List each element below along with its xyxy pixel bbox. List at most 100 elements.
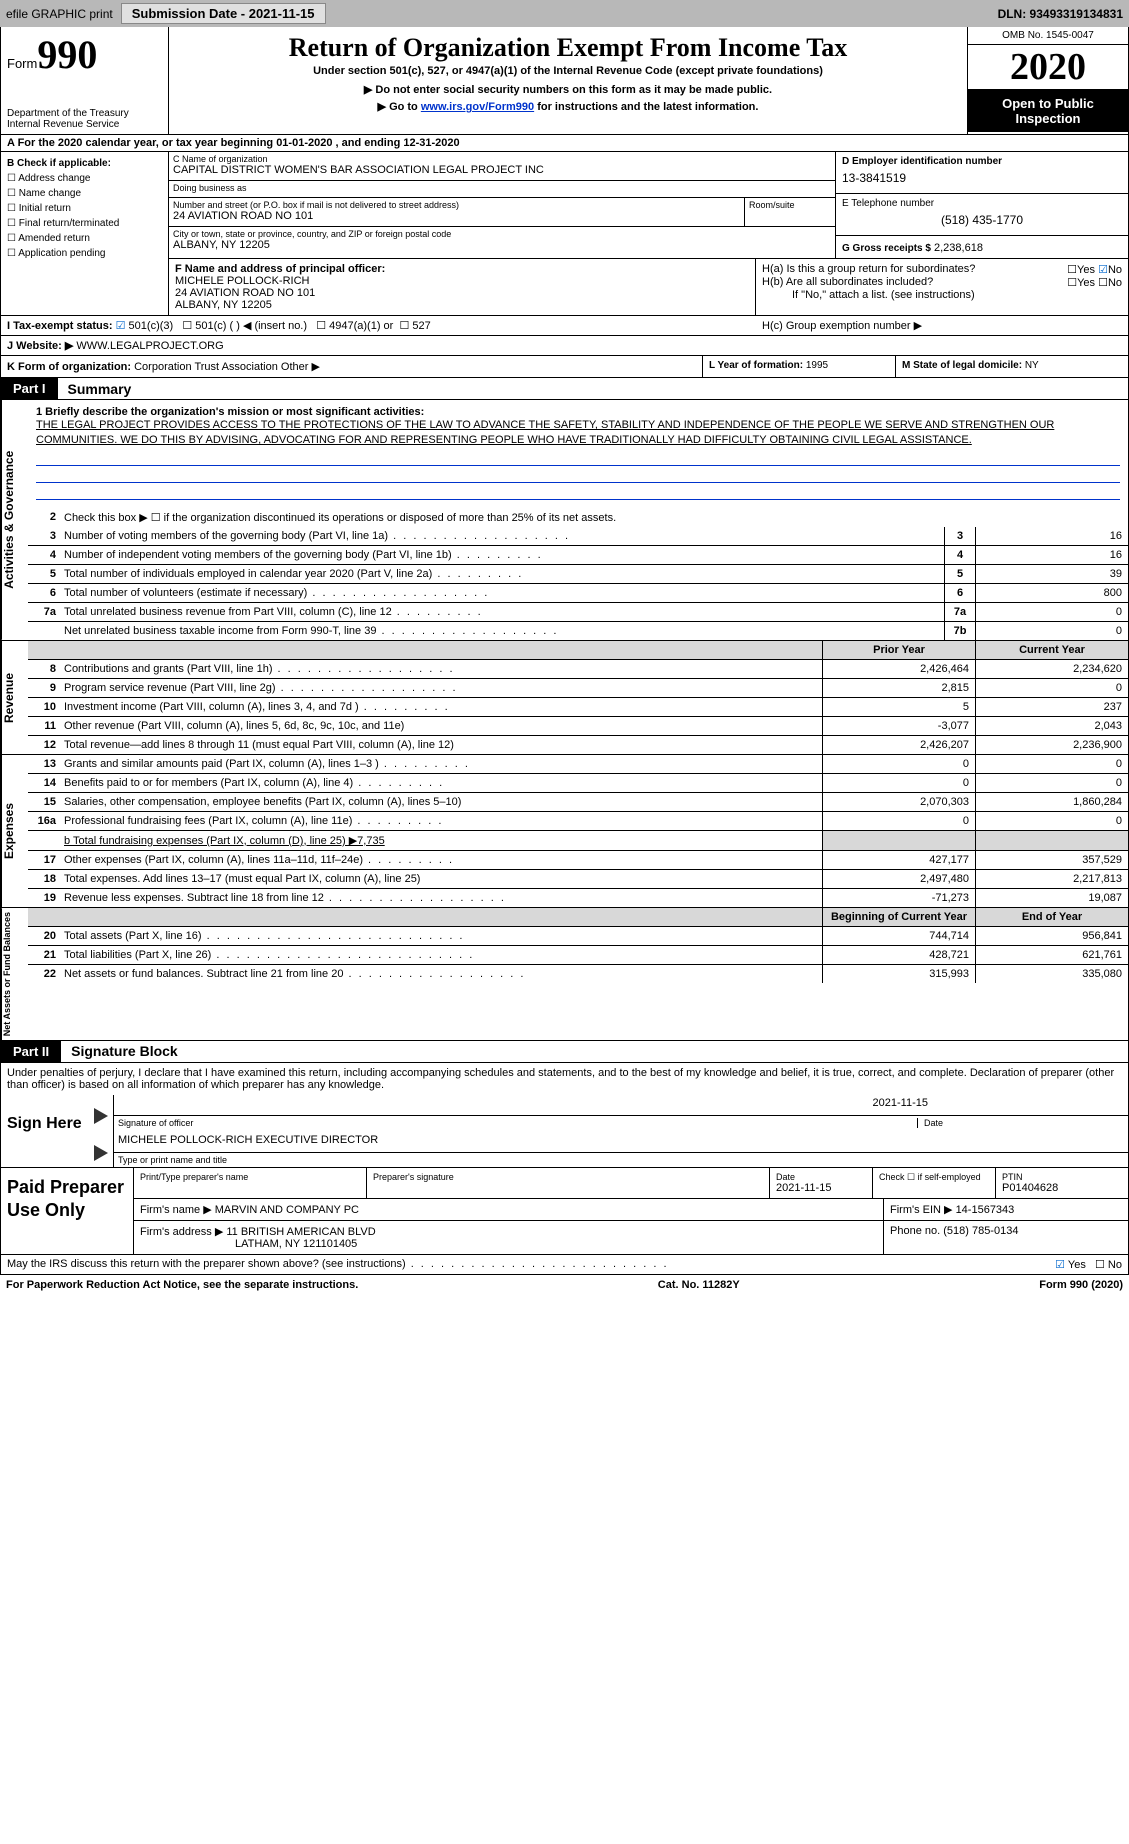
section-expenses: Expenses 13Grants and similar amounts pa…	[0, 755, 1129, 908]
box-f: F Name and address of principal officer:…	[169, 259, 756, 315]
ptin-value: P01404628	[1002, 1182, 1122, 1194]
firm-name: MARVIN AND COMPANY PC	[215, 1204, 359, 1216]
box-b: B Check if applicable: Address change Na…	[1, 152, 169, 315]
line9: Program service revenue (Part VIII, line…	[60, 679, 822, 697]
blank-line	[36, 485, 1120, 500]
dba-label: Doing business as	[169, 181, 835, 193]
org-name: CAPITAL DISTRICT WOMEN'S BAR ASSOCIATION…	[169, 164, 835, 180]
part1-title: Summary	[58, 381, 132, 397]
line17: Other expenses (Part IX, column (A), lin…	[60, 851, 822, 869]
officer-addr2: ALBANY, NY 12205	[175, 299, 749, 311]
blank-line	[36, 451, 1120, 466]
form-number: 990	[37, 32, 97, 77]
cb-address-change[interactable]: Address change	[7, 171, 162, 186]
discuss-question: May the IRS discuss this return with the…	[7, 1258, 669, 1271]
cb-amended[interactable]: Amended return	[7, 231, 162, 246]
box-klm: K Form of organization: Corporation Trus…	[0, 356, 1129, 378]
box-b-header: B Check if applicable:	[7, 156, 162, 171]
cb-4947[interactable]: 4947(a)(1) or	[316, 320, 393, 332]
self-employed-check[interactable]: Check ☐ if self-employed	[872, 1168, 995, 1198]
sig-date: 2021-11-15	[873, 1097, 928, 1109]
signature-block: Under penalties of perjury, I declare th…	[0, 1063, 1129, 1168]
val7b: 0	[975, 622, 1128, 640]
officer-label: F Name and address of principal officer:	[175, 263, 749, 275]
efile-topbar: efile GRAPHIC print Submission Date - 20…	[0, 0, 1129, 27]
header-right: OMB No. 1545-0047 2020 Open to Public In…	[967, 27, 1128, 134]
footer-left: For Paperwork Reduction Act Notice, see …	[6, 1279, 358, 1291]
arrow-icon	[94, 1108, 108, 1124]
vtab-revenue: Revenue	[1, 641, 28, 754]
open-to-public: Open to Public Inspection	[968, 90, 1128, 132]
info-block: B Check if applicable: Address change Na…	[0, 152, 1129, 316]
part2-title: Signature Block	[61, 1043, 178, 1059]
part2-tab: Part II	[1, 1041, 61, 1062]
paid-preparer-block: Paid Preparer Use Only Print/Type prepar…	[0, 1168, 1129, 1255]
dept-irs: Internal Revenue Service	[7, 119, 162, 130]
subtitle-2: ▶ Do not enter social security numbers o…	[175, 83, 961, 96]
submission-date-button[interactable]: Submission Date - 2021-11-15	[121, 3, 326, 24]
line10: Investment income (Part VIII, column (A)…	[60, 698, 822, 716]
line6: Total number of volunteers (estimate if …	[60, 584, 944, 602]
line2: Check this box ▶ ☐ if the organization d…	[60, 508, 1128, 527]
website-label: J Website: ▶	[7, 340, 73, 352]
header-left: Form990 Department of the Treasury Inter…	[1, 27, 169, 134]
city-label: City or town, state or province, country…	[169, 227, 835, 239]
firm-ein-label: Firm's EIN ▶	[890, 1204, 953, 1216]
preparer-date: 2021-11-15	[776, 1182, 866, 1194]
street-value: 24 AVIATION ROAD NO 101	[169, 210, 744, 226]
cb-corporation[interactable]: Corporation	[134, 361, 191, 373]
cb-501c[interactable]: 501(c) ( ) ◀ (insert no.)	[182, 320, 307, 332]
cb-initial-return[interactable]: Initial return	[7, 201, 162, 216]
line11: Other revenue (Part VIII, column (A), li…	[60, 717, 822, 735]
mission-text: THE LEGAL PROJECT PROVIDES ACCESS TO THE…	[36, 418, 1120, 449]
cb-501c3[interactable]: 501(c)(3)	[116, 320, 174, 332]
preparer-sig-label: Preparer's signature	[373, 1172, 763, 1182]
cb-trust[interactable]: Trust	[194, 361, 219, 373]
room-label: Room/suite	[745, 198, 835, 210]
form-word: Form	[7, 56, 37, 71]
gross-receipts-value: 2,238,618	[934, 242, 983, 254]
val7a: 0	[975, 603, 1128, 621]
sig-officer-line: Signature of officer Date	[113, 1115, 1128, 1130]
discuss-row: May the IRS discuss this return with the…	[0, 1255, 1129, 1275]
subtitle-1: Under section 501(c), 527, or 4947(a)(1)…	[175, 65, 961, 77]
cb-name-change[interactable]: Name change	[7, 186, 162, 201]
cb-527[interactable]: 527	[399, 320, 430, 332]
footer-right: Form 990 (2020)	[1039, 1279, 1123, 1291]
col-beginning-year: Beginning of Current Year	[822, 908, 975, 926]
hc-label: H(c) Group exemption number ▶	[756, 319, 1122, 332]
hb-note: If "No," attach a list. (see instruction…	[762, 289, 1122, 301]
irs-link[interactable]: www.irs.gov/Form990	[421, 101, 534, 113]
line8: Contributions and grants (Part VIII, lin…	[60, 660, 822, 678]
cb-association[interactable]: Association	[222, 361, 278, 373]
section-net-assets: Net Assets or Fund Balances Beginning of…	[0, 908, 1129, 1041]
ein-label: D Employer identification number	[842, 156, 1122, 167]
cb-final-return[interactable]: Final return/terminated	[7, 216, 162, 231]
form-title: Return of Organization Exempt From Incom…	[175, 33, 961, 63]
sig-name-line: Type or print name and title	[113, 1152, 1128, 1167]
part1-tab: Part I	[1, 378, 58, 399]
website-value: WWW.LEGALPROJECT.ORG	[76, 340, 223, 352]
vtab-net-assets: Net Assets or Fund Balances	[1, 908, 28, 1040]
paid-preparer-label: Paid Preparer Use Only	[1, 1168, 133, 1254]
mission-question: 1 Briefly describe the organization's mi…	[36, 406, 1120, 418]
line7b: Net unrelated business taxable income fr…	[60, 622, 944, 640]
cb-other[interactable]: Other ▶	[281, 361, 320, 373]
box-deg: D Employer identification number 13-3841…	[836, 152, 1128, 258]
dba-value	[169, 193, 835, 197]
sign-here-label: Sign Here	[1, 1095, 93, 1167]
line5: Total number of individuals employed in …	[60, 565, 944, 583]
line21: Total liabilities (Part X, line 26)	[60, 946, 822, 964]
cb-application-pending[interactable]: Application pending	[7, 246, 162, 261]
firm-ein: 14-1567343	[956, 1204, 1015, 1216]
firm-addr-label: Firm's address ▶	[140, 1226, 223, 1238]
firm-phone: (518) 785-0134	[943, 1225, 1018, 1237]
header-center: Return of Organization Exempt From Incom…	[169, 27, 967, 134]
tax-year: 2020	[968, 45, 1128, 90]
part2-header: Part II Signature Block	[0, 1041, 1129, 1063]
arrow-icon	[94, 1145, 108, 1161]
section-revenue: Revenue Prior YearCurrent Year 8Contribu…	[0, 641, 1129, 755]
signature-declaration: Under penalties of perjury, I declare th…	[1, 1063, 1128, 1095]
tax-exempt-label: I Tax-exempt status:	[7, 320, 113, 332]
officer-name-title: MICHELE POLLOCK-RICH EXECUTIVE DIRECTOR	[113, 1130, 1128, 1152]
